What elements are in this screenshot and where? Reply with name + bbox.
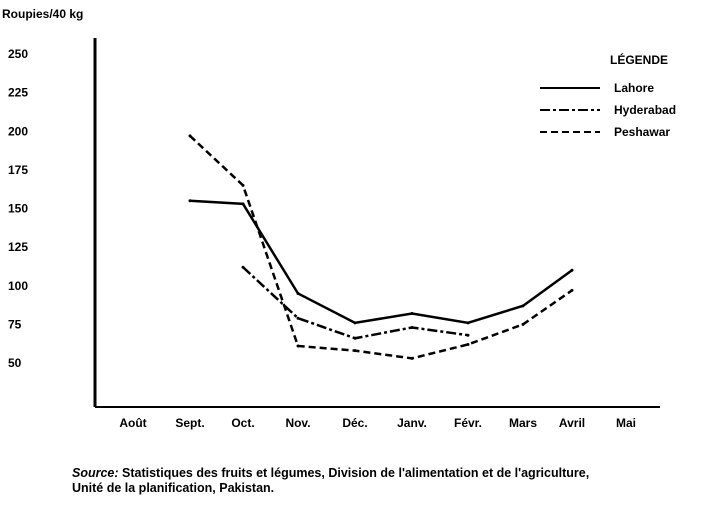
y-tick-label: 50 — [8, 356, 22, 370]
y-tick-label: 75 — [8, 317, 22, 331]
legend-entry: Peshawar — [614, 125, 670, 139]
x-tick-label: Janv. — [397, 416, 427, 430]
data-point — [241, 265, 245, 269]
y-tick-label: 175 — [8, 163, 28, 177]
source-note: Source: Statistiques des fruits et légum… — [72, 466, 589, 496]
y-tick-label: 100 — [8, 279, 28, 293]
data-point — [296, 291, 300, 295]
data-point — [188, 134, 192, 138]
series-line-lahore — [189, 199, 573, 325]
legend: LÉGENDE Lahore Hyderabad Peshawar — [540, 52, 676, 139]
data-point — [570, 268, 574, 272]
data-point — [466, 321, 470, 325]
series-line-hyderabad — [242, 266, 469, 340]
x-tick-label: Nov. — [285, 416, 310, 430]
y-tick-label: 150 — [8, 202, 28, 216]
source-label: Source: — [72, 466, 119, 480]
data-point — [353, 321, 357, 325]
y-tick-label: 200 — [8, 124, 28, 138]
y-tick-label: 125 — [8, 240, 28, 254]
legend-entry: Lahore — [614, 81, 654, 95]
data-point — [410, 356, 414, 360]
y-axis-label: Roupies/40 kg — [2, 7, 83, 21]
x-tick-label: Avril — [559, 416, 585, 430]
data-point — [353, 336, 357, 340]
data-point — [521, 322, 525, 326]
data-point — [521, 304, 525, 308]
x-tick-label: Oct. — [231, 416, 254, 430]
data-point — [570, 288, 574, 292]
data-point — [188, 199, 192, 203]
series-line-peshawar — [189, 134, 573, 360]
data-point — [241, 202, 245, 206]
x-tick-label: Déc. — [342, 416, 367, 430]
x-tick-label: Mai — [616, 416, 636, 430]
x-tick-label: Févr. — [454, 416, 482, 430]
data-point — [410, 325, 414, 329]
source-text-line2: Unité de la planification, Pakistan. — [72, 481, 275, 495]
legend-entry: Hyderabad — [614, 103, 676, 117]
data-point — [466, 342, 470, 346]
source-text: Statistiques des fruits et légumes, Divi… — [118, 466, 590, 480]
legend-title: LÉGENDE — [610, 52, 668, 67]
x-tick-label: Août — [119, 416, 146, 430]
data-point — [466, 333, 470, 337]
x-tick-label: Sept. — [175, 416, 204, 430]
data-point — [296, 316, 300, 320]
data-point — [296, 344, 300, 348]
data-point — [353, 349, 357, 353]
y-tick-label: 250 — [8, 47, 28, 61]
x-tick-label: Mars — [509, 416, 537, 430]
data-point — [410, 312, 414, 316]
y-tick-label: 225 — [8, 86, 28, 100]
data-point — [241, 183, 245, 187]
